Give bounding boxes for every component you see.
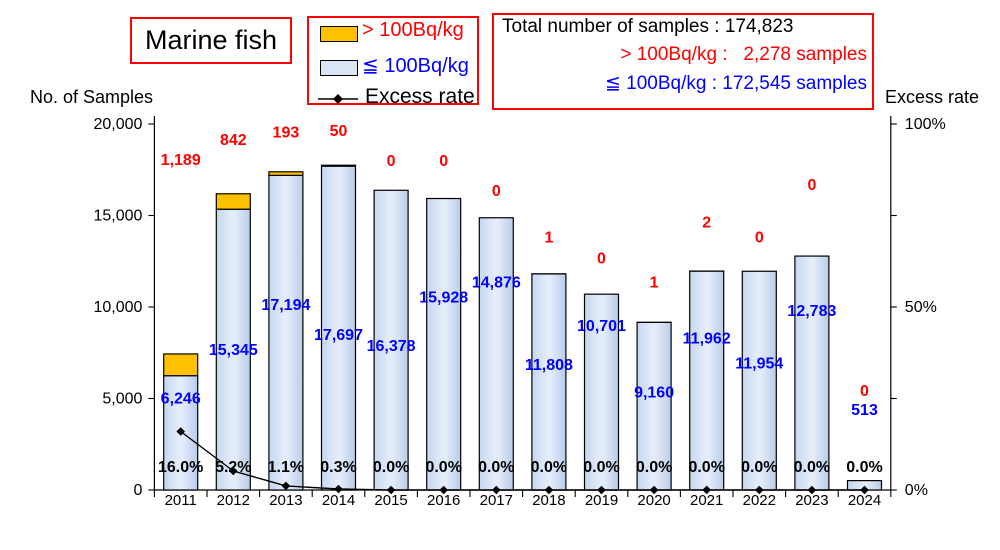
svg-text:193: 193 — [273, 125, 300, 142]
svg-text:0: 0 — [492, 183, 501, 200]
svg-text:0.0%: 0.0% — [688, 459, 724, 476]
svg-text:0.0%: 0.0% — [741, 459, 777, 476]
svg-text:2018: 2018 — [532, 492, 565, 509]
svg-text:0: 0 — [755, 229, 764, 246]
svg-text:2020: 2020 — [637, 492, 670, 509]
svg-text:0.0%: 0.0% — [794, 459, 830, 476]
svg-text:513: 513 — [851, 402, 878, 419]
svg-text:14,876: 14,876 — [472, 274, 521, 291]
svg-text:11,808: 11,808 — [525, 357, 573, 374]
svg-text:100%: 100% — [905, 116, 946, 133]
svg-text:0: 0 — [133, 482, 142, 499]
svg-text:0: 0 — [439, 153, 448, 170]
svg-text:17,194: 17,194 — [261, 297, 310, 314]
svg-text:6,246: 6,246 — [161, 391, 201, 408]
svg-text:9,160: 9,160 — [634, 385, 674, 402]
svg-text:2013: 2013 — [269, 492, 302, 509]
svg-text:2022: 2022 — [743, 492, 776, 509]
svg-text:15,000: 15,000 — [93, 208, 142, 225]
svg-text:2017: 2017 — [480, 492, 513, 509]
svg-text:0.3%: 0.3% — [320, 459, 356, 476]
svg-text:2021: 2021 — [690, 492, 723, 509]
svg-text:0.0%: 0.0% — [373, 459, 409, 476]
svg-text:1: 1 — [650, 274, 659, 291]
svg-text:16.0%: 16.0% — [158, 459, 203, 476]
svg-text:0.0%: 0.0% — [425, 459, 461, 476]
svg-text:12,783: 12,783 — [787, 303, 836, 320]
svg-text:2011: 2011 — [165, 492, 197, 509]
svg-text:0.0%: 0.0% — [531, 459, 567, 476]
svg-text:11,954: 11,954 — [735, 355, 783, 372]
svg-text:11,962: 11,962 — [683, 331, 731, 348]
svg-text:2023: 2023 — [795, 492, 828, 509]
svg-text:0: 0 — [860, 383, 869, 400]
svg-text:2: 2 — [702, 214, 711, 231]
svg-text:2019: 2019 — [585, 492, 618, 509]
svg-text:15,345: 15,345 — [209, 342, 258, 359]
svg-text:842: 842 — [220, 132, 247, 149]
svg-text:0.0%: 0.0% — [478, 459, 514, 476]
svg-text:10,000: 10,000 — [93, 299, 142, 316]
svg-text:50%: 50% — [905, 299, 937, 316]
svg-text:0: 0 — [597, 250, 606, 267]
svg-text:1,189: 1,189 — [161, 152, 201, 169]
svg-text:17,697: 17,697 — [314, 327, 363, 344]
svg-text:0.0%: 0.0% — [636, 459, 672, 476]
svg-text:1.1%: 1.1% — [268, 459, 304, 476]
svg-text:0: 0 — [807, 177, 816, 194]
svg-text:2016: 2016 — [427, 492, 460, 509]
svg-text:2014: 2014 — [322, 492, 355, 509]
svg-text:0.0%: 0.0% — [583, 459, 619, 476]
svg-text:16,378: 16,378 — [367, 338, 416, 355]
svg-text:15,928: 15,928 — [419, 289, 468, 306]
svg-text:0: 0 — [387, 153, 396, 170]
svg-text:1: 1 — [544, 229, 553, 246]
svg-text:50: 50 — [330, 123, 348, 140]
svg-text:2015: 2015 — [374, 492, 407, 509]
svg-text:5,000: 5,000 — [102, 391, 142, 408]
svg-text:10,701: 10,701 — [577, 318, 626, 335]
svg-text:2024: 2024 — [848, 492, 881, 509]
svg-text:20,000: 20,000 — [93, 116, 142, 133]
svg-text:0.0%: 0.0% — [846, 459, 882, 476]
svg-text:5.2%: 5.2% — [215, 459, 251, 476]
svg-text:0%: 0% — [905, 482, 928, 499]
svg-text:2012: 2012 — [217, 492, 250, 509]
